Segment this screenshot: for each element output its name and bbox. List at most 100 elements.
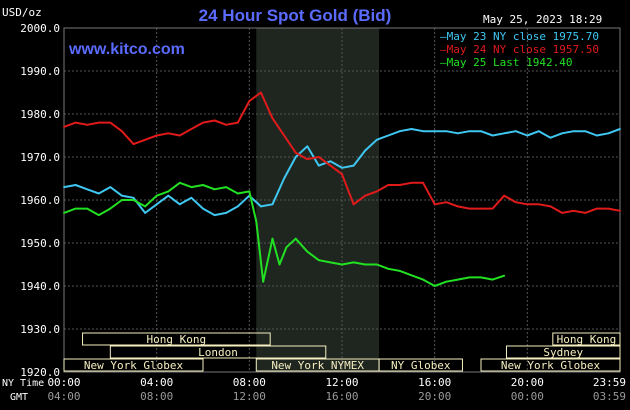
data-point bbox=[132, 199, 135, 201]
series-group bbox=[63, 128, 621, 217]
data-point bbox=[306, 145, 309, 148]
data-point bbox=[213, 188, 216, 191]
data-point bbox=[503, 274, 506, 277]
data-point bbox=[262, 280, 265, 283]
data-point bbox=[202, 184, 204, 186]
data-point bbox=[167, 194, 170, 197]
data-point bbox=[271, 203, 274, 206]
data-point bbox=[584, 212, 587, 214]
data-point bbox=[248, 190, 251, 193]
y-tick-label: 1980.0 bbox=[20, 108, 60, 121]
data-point bbox=[445, 280, 448, 283]
data-point bbox=[387, 267, 390, 270]
x-tick-label-gmt: 04:00 bbox=[47, 390, 80, 403]
data-point bbox=[422, 181, 424, 184]
data-point bbox=[480, 207, 482, 210]
data-point bbox=[155, 203, 158, 206]
data-point bbox=[375, 263, 378, 266]
data-point bbox=[97, 214, 100, 216]
data-point bbox=[329, 164, 332, 167]
data-point bbox=[561, 212, 563, 214]
data-point bbox=[445, 201, 448, 204]
x-tick-label-gmt: 20:00 bbox=[418, 390, 451, 403]
unit-label: USD/oz bbox=[2, 6, 42, 19]
x-tick-label-gmt: 16:00 bbox=[325, 390, 358, 403]
data-point bbox=[178, 134, 181, 137]
data-point bbox=[595, 207, 598, 210]
data-point bbox=[503, 194, 506, 197]
x-tick-label-gmt: 03:59 bbox=[593, 390, 626, 403]
x-tick-label-gmt: 12:00 bbox=[233, 390, 266, 403]
data-point bbox=[236, 192, 239, 195]
data-point bbox=[86, 123, 89, 126]
data-point bbox=[468, 276, 471, 279]
data-point bbox=[271, 237, 274, 240]
data-point bbox=[410, 274, 413, 277]
data-point bbox=[306, 250, 309, 253]
data-point bbox=[63, 212, 65, 214]
y-tick-label: 1970.0 bbox=[20, 151, 60, 164]
y-tick-label: 1960.0 bbox=[20, 194, 60, 207]
data-point bbox=[561, 132, 563, 135]
data-point bbox=[514, 201, 517, 204]
market-session-label: Sydney bbox=[543, 346, 583, 359]
data-point bbox=[306, 158, 309, 161]
gmt-label: GMT bbox=[10, 392, 28, 403]
data-point bbox=[86, 207, 89, 210]
data-point bbox=[283, 177, 285, 180]
data-point bbox=[491, 207, 494, 210]
data-point bbox=[549, 136, 552, 139]
data-point bbox=[190, 186, 193, 189]
y-tick-label: 2000.0 bbox=[20, 22, 60, 35]
data-point bbox=[236, 121, 239, 124]
data-point bbox=[144, 212, 146, 214]
market-session-bar bbox=[552, 332, 621, 346]
data-point bbox=[109, 207, 112, 210]
data-point bbox=[619, 128, 621, 130]
timestamp: May 25, 2023 18:29 bbox=[483, 13, 602, 26]
data-point bbox=[63, 186, 65, 189]
data-point bbox=[260, 91, 262, 94]
data-point bbox=[352, 164, 355, 167]
legend-entry: —May 25 Last 1942.40 bbox=[440, 56, 572, 69]
data-point bbox=[433, 285, 436, 287]
data-point bbox=[294, 151, 297, 154]
data-point bbox=[121, 130, 123, 133]
data-point bbox=[278, 263, 281, 266]
data-point bbox=[352, 261, 355, 264]
data-point bbox=[178, 203, 181, 206]
x-tick-label-ny: 08:00 bbox=[233, 376, 266, 389]
data-point bbox=[480, 130, 482, 133]
data-point bbox=[480, 276, 482, 279]
data-point bbox=[317, 156, 320, 158]
data-point bbox=[155, 134, 158, 137]
data-point bbox=[132, 196, 135, 199]
x-tick-label-ny: 20:00 bbox=[511, 376, 544, 389]
market-session-label: Hong Kong bbox=[147, 333, 207, 346]
market-session-label: London bbox=[198, 346, 238, 359]
data-point bbox=[433, 203, 436, 206]
market-session-bar bbox=[480, 358, 621, 372]
data-point bbox=[549, 205, 552, 208]
data-point bbox=[456, 132, 459, 135]
x-tick-label-ny: 23:59 bbox=[593, 376, 626, 389]
data-point bbox=[468, 207, 471, 210]
data-point bbox=[317, 259, 320, 262]
data-point bbox=[74, 207, 77, 210]
website-label: www.kitco.com bbox=[68, 41, 185, 58]
data-point bbox=[294, 156, 297, 158]
data-point bbox=[213, 119, 216, 122]
market-session-bar bbox=[505, 345, 621, 359]
y-tick-label: 1940.0 bbox=[20, 280, 60, 293]
data-point bbox=[271, 117, 274, 120]
x-tick-label-gmt: 00:00 bbox=[511, 390, 544, 403]
data-point bbox=[202, 207, 204, 210]
data-point bbox=[526, 203, 529, 206]
x-tick-label-ny: 00:00 bbox=[47, 376, 80, 389]
data-point bbox=[74, 184, 77, 186]
data-point bbox=[538, 130, 540, 133]
data-point bbox=[109, 121, 112, 124]
data-point bbox=[63, 126, 65, 128]
data-point bbox=[341, 173, 343, 176]
x-tick-label-ny: 04:00 bbox=[140, 376, 173, 389]
